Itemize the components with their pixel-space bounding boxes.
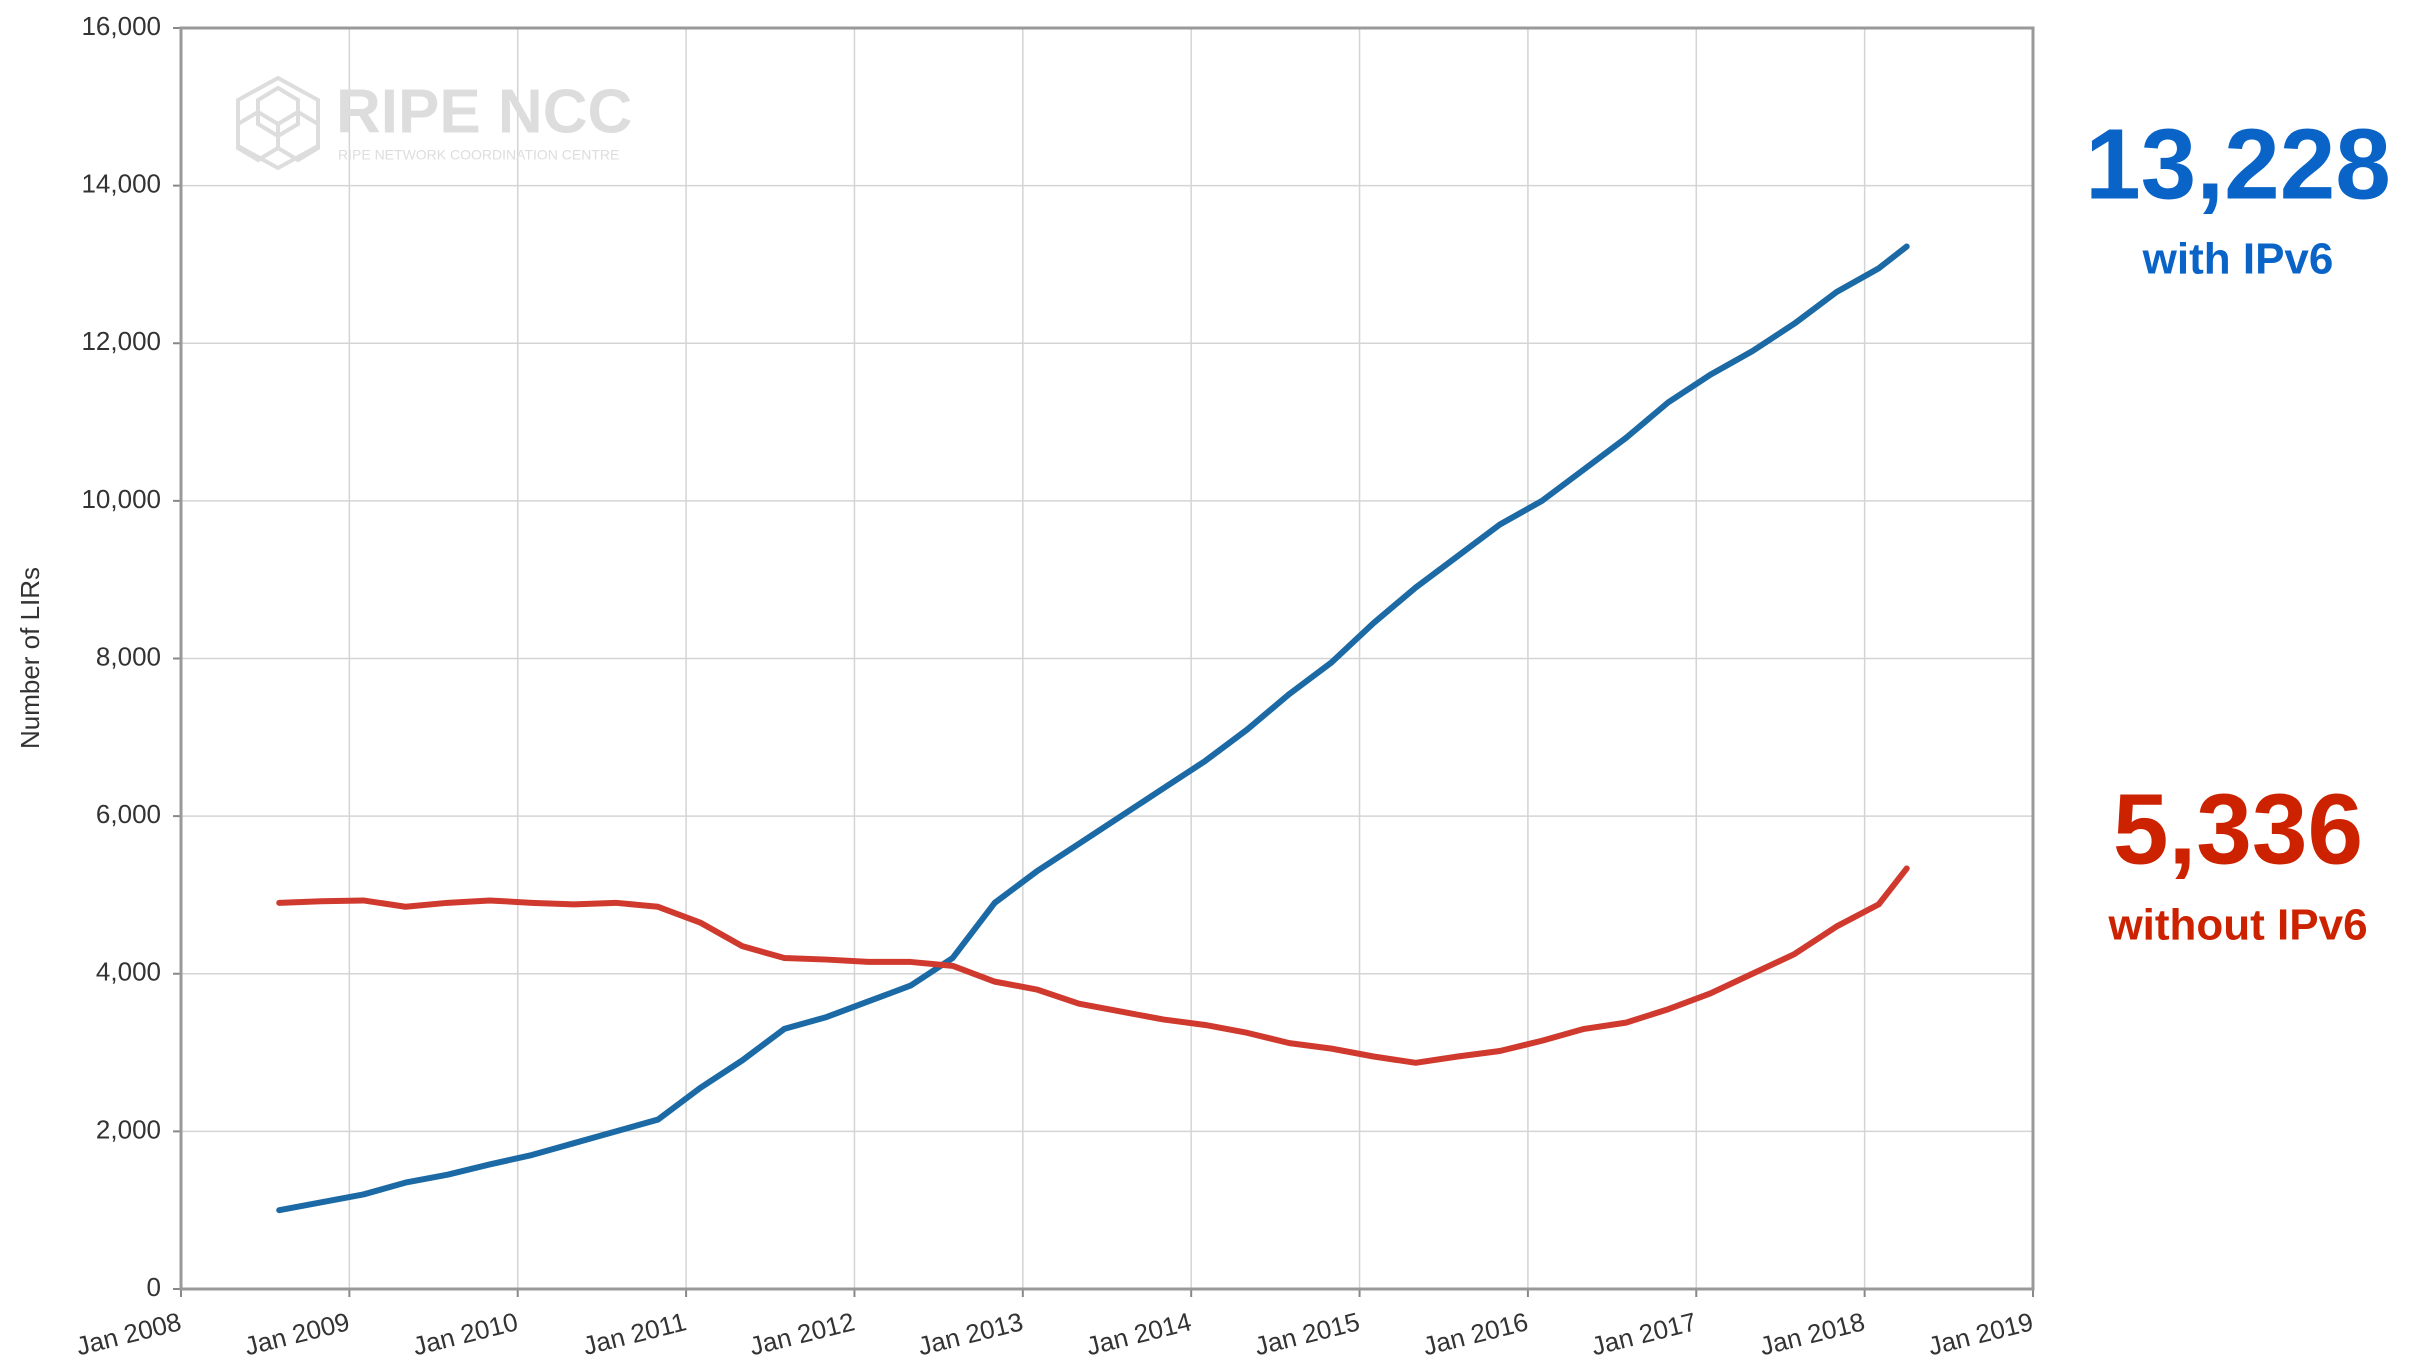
annotation: without IPv6 bbox=[2107, 901, 2367, 950]
annotation: with IPv6 bbox=[2142, 235, 2334, 284]
line-series bbox=[276, 243, 1910, 1214]
y-tick-label: 10,000 bbox=[81, 484, 161, 514]
x-tick-label: Jan 2019 bbox=[1925, 1306, 2036, 1361]
watermark-subtitle: RIPE NETWORK COORDINATION CENTRE bbox=[338, 147, 619, 163]
watermark: RIPE NCC bbox=[336, 77, 632, 146]
y-tick-label: 4,000 bbox=[96, 957, 161, 987]
x-tick-label: Jan 2014 bbox=[1083, 1306, 1194, 1361]
y-axis-label: Number of LIRs bbox=[15, 567, 45, 749]
line-series bbox=[276, 865, 1910, 1066]
y-tick-label: 6,000 bbox=[96, 799, 161, 829]
x-tick-label: Jan 2018 bbox=[1757, 1306, 1868, 1361]
y-tick-label: 8,000 bbox=[96, 641, 161, 671]
x-tick-label: Jan 2016 bbox=[1420, 1306, 1531, 1361]
y-tick-label: 16,000 bbox=[81, 11, 161, 41]
x-tick-label: Jan 2011 bbox=[580, 1306, 689, 1361]
x-tick-label: Jan 2008 bbox=[73, 1306, 184, 1361]
y-tick-label: 14,000 bbox=[81, 169, 161, 199]
x-tick-label: Jan 2010 bbox=[410, 1306, 521, 1361]
annotation: 5,336 bbox=[2113, 773, 2363, 885]
x-tick-label: Jan 2017 bbox=[1588, 1306, 1699, 1361]
watermark-logo bbox=[236, 75, 320, 171]
plot-border bbox=[179, 26, 2035, 1291]
x-tick-label: Jan 2012 bbox=[747, 1306, 858, 1361]
y-tick-label: 12,000 bbox=[81, 326, 161, 356]
x-tick-label: Jan 2015 bbox=[1252, 1306, 1363, 1361]
x-tick-label: Jan 2009 bbox=[241, 1306, 352, 1361]
y-tick-label: 0 bbox=[147, 1272, 161, 1302]
annotation: 13,228 bbox=[2085, 108, 2391, 220]
y-tick-label: 2,000 bbox=[96, 1114, 161, 1144]
x-tick-label: Jan 2013 bbox=[915, 1306, 1026, 1361]
